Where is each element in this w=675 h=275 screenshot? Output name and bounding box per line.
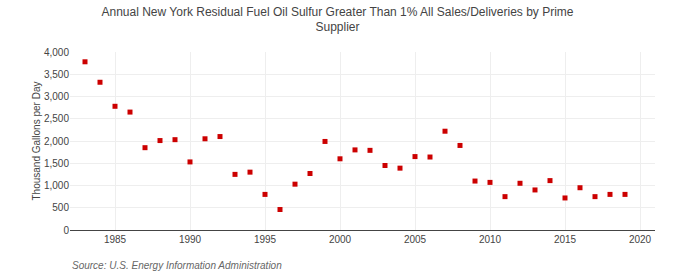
svg-text:2015: 2015 (554, 234, 577, 245)
svg-text:Annual New York Residual Fuel: Annual New York Residual Fuel Oil Sulfur… (102, 5, 574, 35)
svg-text:1,000: 1,000 (44, 180, 69, 191)
svg-text:4,000: 4,000 (44, 47, 69, 58)
svg-text:500: 500 (52, 202, 69, 213)
svg-text:2,500: 2,500 (44, 113, 69, 124)
svg-text:1990: 1990 (179, 234, 202, 245)
svg-text:1995: 1995 (254, 234, 277, 245)
svg-text:2010: 2010 (479, 234, 502, 245)
svg-text:2000: 2000 (329, 234, 352, 245)
svg-text:1985: 1985 (104, 234, 127, 245)
svg-text:Source: U.S. Energy Informatio: Source: U.S. Energy Information Administ… (72, 260, 282, 271)
svg-text:0: 0 (63, 225, 69, 236)
svg-text:1,500: 1,500 (44, 158, 69, 169)
svg-text:2005: 2005 (404, 234, 427, 245)
svg-text:2020: 2020 (629, 234, 652, 245)
svg-text:Thousand Gallons per Day: Thousand Gallons per Day (31, 82, 42, 201)
svg-text:3,000: 3,000 (44, 91, 69, 102)
svg-text:3,500: 3,500 (44, 69, 69, 80)
svg-text:2,000: 2,000 (44, 136, 69, 147)
